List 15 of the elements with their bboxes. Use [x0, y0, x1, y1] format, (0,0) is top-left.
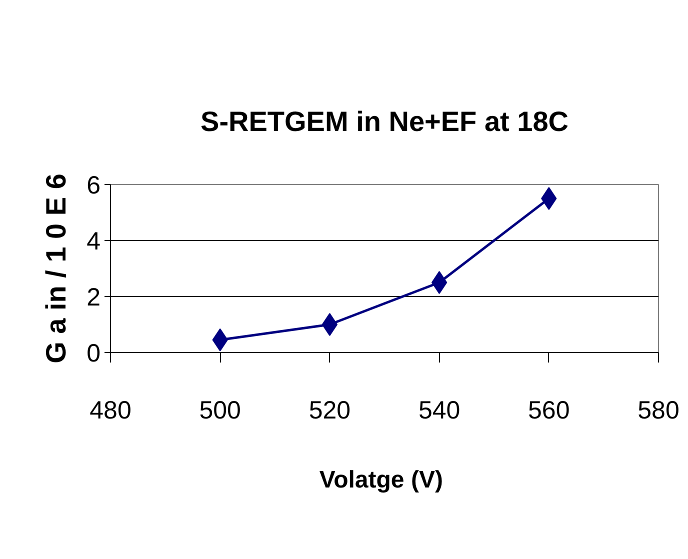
x-axis-title: Volatge (V) [319, 466, 443, 494]
x-tick-label: 520 [308, 396, 351, 424]
y-tick-label: 0 [86, 340, 100, 368]
y-tick-label: 2 [86, 284, 100, 312]
x-tick-label: 580 [638, 396, 680, 424]
y-tick-label: 4 [86, 228, 101, 256]
chart-title: S-RETGEM in Ne+EF at 18C [200, 106, 568, 137]
y-axis-title: G a in / 1 0 E 6 [40, 174, 72, 364]
x-tick-label: 480 [90, 396, 132, 424]
x-tick-label: 500 [199, 396, 241, 424]
x-tick-label: 560 [528, 396, 570, 424]
point [322, 313, 338, 336]
x-tick-label: 540 [418, 396, 460, 424]
point [431, 271, 448, 294]
y-tick-label: 6 [86, 172, 100, 200]
